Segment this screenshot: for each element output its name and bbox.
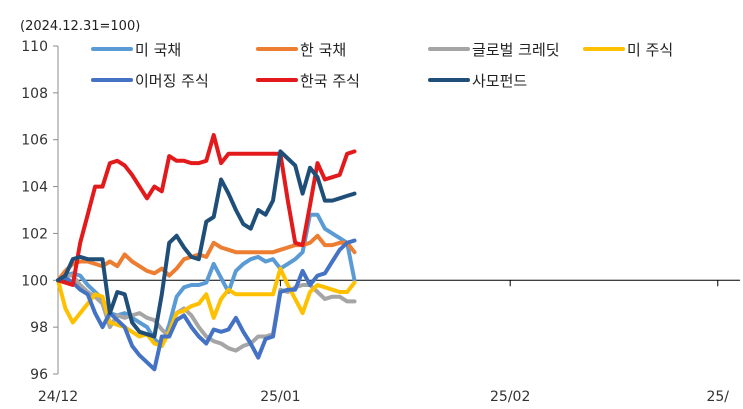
y-tick-label: 110 (21, 39, 48, 55)
legend-label-2: 한 국채 (300, 41, 346, 59)
series-line-7 (56, 149, 357, 339)
legend-label-5: 이머징 주식 (135, 72, 209, 90)
x-tick-label: 24/12 (38, 389, 78, 405)
series-line-5 (56, 238, 357, 372)
y-tick-label: 106 (21, 133, 48, 149)
y-tick-label: 102 (21, 226, 48, 242)
legend-label-7: 사모펀드 (472, 72, 527, 90)
y-tick-label: 104 (21, 180, 48, 196)
x-axis: 24/12 25/01 25/02 25/ (38, 279, 740, 405)
x-tick-label: 25/ (706, 389, 729, 405)
index-base-note: (2024.12.31=100) (20, 19, 140, 34)
legend-label-1: 미 국채 (135, 41, 181, 59)
series-line-2 (56, 233, 357, 283)
legend-label-4: 미 주식 (627, 41, 673, 59)
series-line-6 (56, 133, 357, 287)
y-tick-label: 100 (21, 273, 48, 289)
x-tick-label: 25/02 (490, 389, 530, 405)
legend-label-6: 한국 주식 (300, 72, 360, 90)
y-tick-label: 96 (30, 367, 48, 383)
y-tick-label: 98 (30, 320, 48, 336)
series-lines (56, 133, 357, 372)
x-tick-label: 25/01 (260, 389, 300, 405)
y-axis: 96 98 100 102 104 106 108 110 (21, 39, 59, 383)
legend-label-3: 글로벌 크레딧 (472, 41, 560, 59)
y-tick-label: 108 (21, 86, 48, 102)
